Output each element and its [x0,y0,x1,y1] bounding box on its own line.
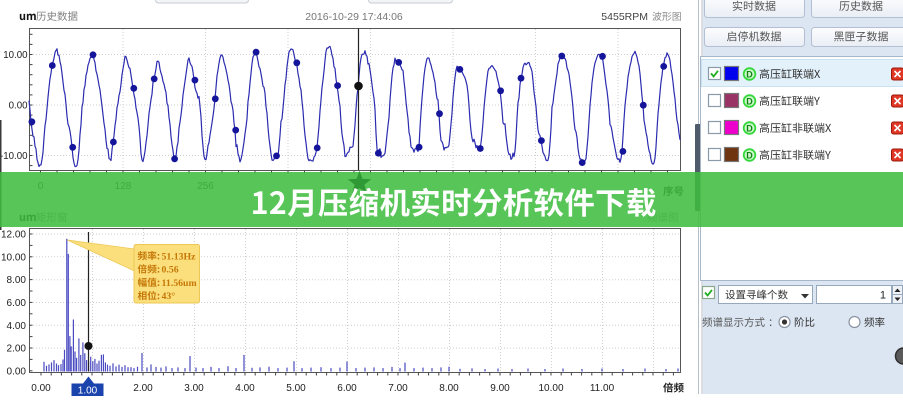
svg-text:2.00: 2.00 [133,383,153,394]
svg-text:1.00: 1.00 [78,386,98,397]
svg-text:5.00: 5.00 [286,383,306,394]
svg-text:-10.00: -10.00 [0,151,28,162]
svg-text:0.56: 0.56 [162,265,179,276]
svg-text:2016-10-29 17:44:06: 2016-10-29 17:44:06 [305,11,403,23]
svg-text:8.00: 8.00 [7,275,27,286]
svg-text:11.00: 11.00 [590,383,615,394]
svg-text:0.00: 0.00 [7,367,27,378]
svg-text:D: D [746,123,753,133]
svg-text:12.00: 12.00 [1,230,26,241]
svg-text:1: 1 [880,290,886,302]
svg-text:51.13Hz: 51.13Hz [162,251,197,262]
svg-text:6.00: 6.00 [7,298,27,309]
svg-text:8.00: 8.00 [439,383,459,394]
svg-text:9.00: 9.00 [490,383,510,394]
svg-text:D: D [746,96,753,106]
svg-text:10.00: 10.00 [3,50,28,61]
svg-text:5455RPM: 5455RPM [601,11,648,23]
svg-text:2.00: 2.00 [7,344,27,355]
svg-text:D: D [746,69,753,79]
svg-text:3.00: 3.00 [184,383,204,394]
svg-text:10.00: 10.00 [1,252,26,263]
svg-text:10.00: 10.00 [538,383,563,394]
svg-text:0.00: 0.00 [9,100,28,111]
svg-text:4.00: 4.00 [7,321,27,332]
svg-text:6.00: 6.00 [337,383,357,394]
svg-text:11.56um: 11.56um [162,278,197,289]
svg-text:7.00: 7.00 [388,383,408,394]
svg-text:D: D [746,150,753,160]
svg-text:43°: 43° [162,291,176,302]
svg-text:4.00: 4.00 [235,383,255,394]
svg-text:0.00: 0.00 [31,383,51,394]
